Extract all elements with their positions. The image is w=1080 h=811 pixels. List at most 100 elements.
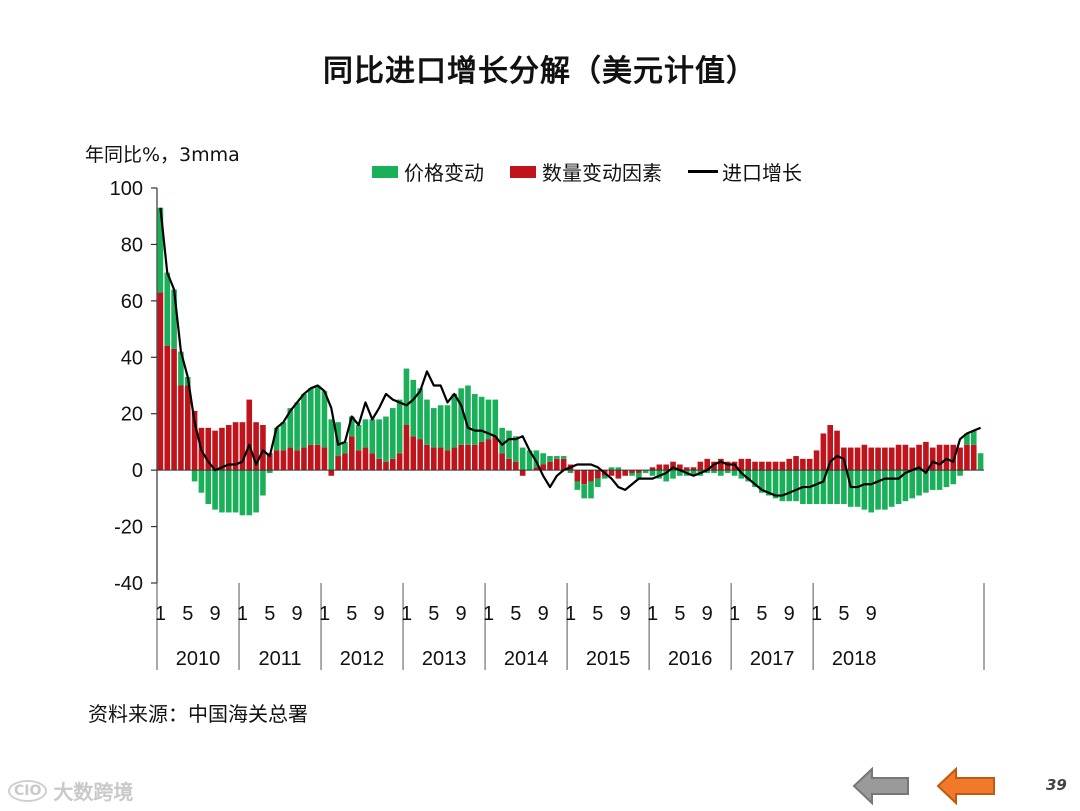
bar-price bbox=[779, 470, 786, 502]
y-tick-label: 0 bbox=[132, 460, 143, 482]
bar-volume bbox=[410, 436, 417, 471]
bar-volume bbox=[451, 447, 458, 471]
bar-volume bbox=[759, 461, 765, 471]
bar-volume bbox=[260, 425, 266, 471]
bar-volume bbox=[745, 458, 751, 471]
bar-price bbox=[506, 430, 512, 459]
bar-volume bbox=[225, 425, 232, 471]
x-year-label: 2018 bbox=[832, 648, 877, 670]
bar-price bbox=[670, 470, 676, 479]
bar-price bbox=[157, 207, 164, 293]
bar-price bbox=[451, 393, 458, 448]
x-year-label: 2013 bbox=[422, 648, 467, 670]
bar-volume bbox=[266, 453, 273, 471]
bar-volume bbox=[820, 433, 827, 471]
bar-price bbox=[376, 419, 382, 459]
bar-volume bbox=[499, 453, 505, 471]
x-month-tick-label: 9 bbox=[292, 603, 303, 625]
bar-volume bbox=[458, 444, 464, 471]
x-month-tick-label: 1 bbox=[401, 603, 412, 625]
x-month-tick-label: 9 bbox=[210, 603, 221, 625]
y-tick-label: 60 bbox=[121, 291, 143, 313]
bar-volume bbox=[649, 467, 656, 471]
bar-volume bbox=[595, 470, 601, 479]
bar-price bbox=[348, 416, 355, 437]
bar-volume bbox=[178, 385, 184, 471]
bar-price bbox=[793, 470, 799, 502]
x-month-tick-label: 1 bbox=[155, 603, 166, 625]
bar-volume bbox=[656, 464, 663, 471]
y-axis-unit-label: 年同比%，3mma bbox=[85, 144, 240, 166]
bar-volume bbox=[396, 453, 403, 471]
x-month-tick-label: 5 bbox=[674, 603, 685, 625]
bar-volume bbox=[902, 444, 909, 471]
bar-price bbox=[369, 419, 376, 454]
x-month-tick-label: 9 bbox=[374, 603, 385, 625]
bar-price bbox=[301, 393, 307, 448]
source-note: 资料来源：中国海关总署 bbox=[88, 702, 308, 726]
bar-volume bbox=[663, 464, 669, 471]
bar-volume bbox=[916, 444, 922, 471]
x-month-tick-label: 5 bbox=[428, 603, 439, 625]
bar-price bbox=[595, 478, 601, 488]
bar-price bbox=[588, 481, 594, 499]
bar-volume bbox=[697, 461, 704, 471]
bar-price bbox=[745, 470, 751, 482]
bar-volume bbox=[615, 470, 622, 479]
bar-volume bbox=[239, 422, 246, 471]
x-month-tick-label: 5 bbox=[346, 603, 357, 625]
bar-price bbox=[526, 450, 533, 471]
bar-volume bbox=[806, 458, 813, 471]
legend-label-volume: 数量变动因素 bbox=[542, 161, 662, 185]
bar-price bbox=[567, 470, 574, 473]
bar-volume bbox=[513, 461, 519, 471]
bar-price bbox=[970, 430, 977, 445]
bar-price bbox=[656, 470, 663, 479]
bar-volume bbox=[786, 458, 793, 471]
bar-price bbox=[677, 470, 683, 476]
bar-price bbox=[437, 405, 444, 448]
bar-price bbox=[403, 368, 410, 425]
bar-price bbox=[888, 470, 895, 507]
bar-price bbox=[171, 289, 177, 349]
bar-price bbox=[554, 456, 560, 459]
bar-volume bbox=[403, 425, 410, 471]
x-month-tick-label: 5 bbox=[510, 603, 521, 625]
bar-volume bbox=[355, 450, 362, 471]
previous-slide-button[interactable] bbox=[852, 765, 912, 807]
bar-price bbox=[253, 470, 259, 513]
bar-price bbox=[943, 470, 950, 488]
bar-price bbox=[342, 441, 348, 454]
bar-price bbox=[396, 399, 403, 454]
bar-volume bbox=[506, 458, 512, 471]
bar-price bbox=[485, 399, 492, 440]
page-number: 39 bbox=[1046, 776, 1067, 794]
bar-price bbox=[574, 481, 581, 490]
bar-price bbox=[752, 470, 758, 488]
bar-price bbox=[820, 470, 827, 504]
bar-volume bbox=[964, 444, 970, 471]
next-slide-button[interactable] bbox=[936, 765, 996, 807]
x-year-label: 2011 bbox=[258, 648, 301, 670]
y-tick-label: 100 bbox=[110, 178, 143, 200]
bar-volume bbox=[314, 444, 321, 471]
bar-price bbox=[718, 470, 724, 476]
bar-price bbox=[266, 470, 273, 473]
bar-price bbox=[724, 470, 731, 473]
bar-price bbox=[519, 447, 526, 471]
bar-price bbox=[868, 470, 875, 513]
x-month-tick-label: 1 bbox=[647, 603, 658, 625]
bar-price bbox=[964, 433, 970, 445]
bar-volume bbox=[588, 470, 594, 482]
x-month-tick-label: 1 bbox=[811, 603, 822, 625]
bar-volume bbox=[533, 467, 540, 471]
bar-volume bbox=[677, 464, 683, 471]
bar-volume bbox=[383, 461, 389, 471]
bar-price bbox=[642, 470, 649, 473]
bar-volume bbox=[581, 470, 587, 485]
x-month-tick-label: 5 bbox=[592, 603, 603, 625]
bar-volume bbox=[307, 444, 314, 471]
bar-price bbox=[936, 470, 943, 490]
bar-volume bbox=[465, 444, 471, 471]
bar-volume bbox=[212, 430, 218, 471]
